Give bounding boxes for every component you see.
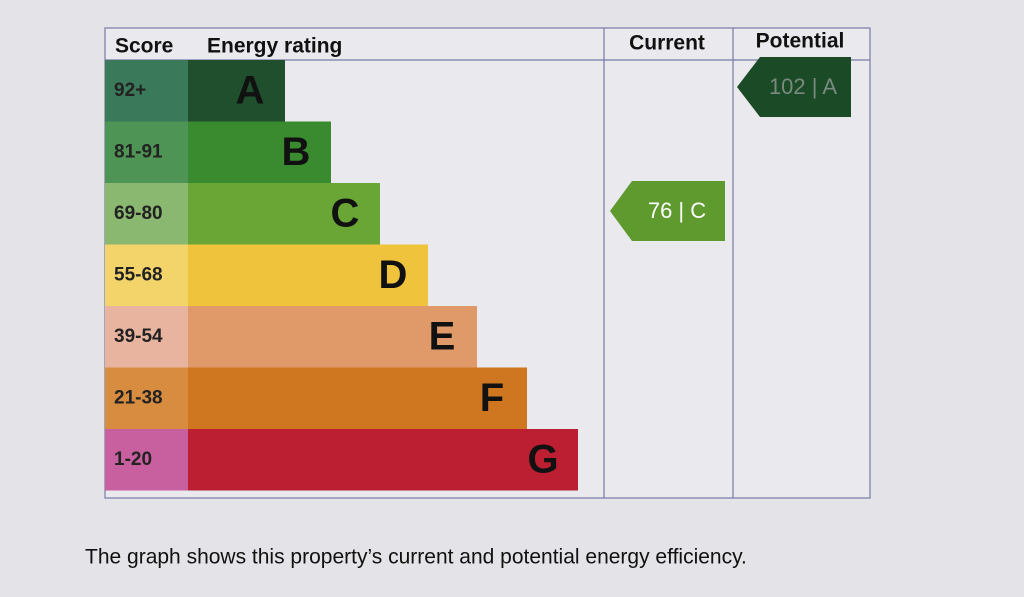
rating-letter: C <box>331 191 360 235</box>
rating-bar <box>188 429 578 491</box>
rating-bar <box>188 244 428 306</box>
rating-letter: A <box>236 68 265 112</box>
score-label: 69-80 <box>114 203 163 224</box>
caption: The graph shows this property’s current … <box>85 546 747 569</box>
score-cell <box>105 121 188 183</box>
rating-bar <box>188 183 380 245</box>
score-label: 92+ <box>114 80 146 101</box>
score-cell <box>105 60 188 122</box>
score-label: 21-38 <box>114 387 163 408</box>
rating-bar <box>188 367 527 429</box>
score-cell <box>105 183 188 245</box>
rating-letter: D <box>379 253 408 297</box>
score-cell <box>105 429 188 491</box>
score-label: 55-68 <box>114 264 163 285</box>
potential-label: 102 | A <box>769 74 837 99</box>
potential-arrow <box>737 57 851 117</box>
score-label: 81-91 <box>114 141 163 162</box>
header-energy-rating: Energy rating <box>207 35 342 58</box>
score-label: 39-54 <box>114 326 163 347</box>
score-cell <box>105 306 188 368</box>
rating-rows: 92+ A 81-91 B 69-80 C 55-68 D 39-54 E 21-38 F 1-20 G <box>105 60 578 491</box>
rating-bar <box>188 121 331 183</box>
rating-letter: B <box>282 130 311 174</box>
header-score: Score <box>115 35 173 58</box>
current-arrow <box>610 181 725 241</box>
rating-letter: F <box>480 376 504 420</box>
header-current: Current <box>629 32 705 55</box>
rating-letter: G <box>527 437 558 481</box>
rating-bar <box>188 60 285 122</box>
rating-bar <box>188 306 477 368</box>
current-label: 76 | C <box>648 198 706 223</box>
rating-letter: E <box>429 314 456 358</box>
score-cell <box>105 244 188 306</box>
score-cell <box>105 367 188 429</box>
score-label: 1-20 <box>114 449 152 470</box>
header-potential: Potential <box>756 30 845 53</box>
